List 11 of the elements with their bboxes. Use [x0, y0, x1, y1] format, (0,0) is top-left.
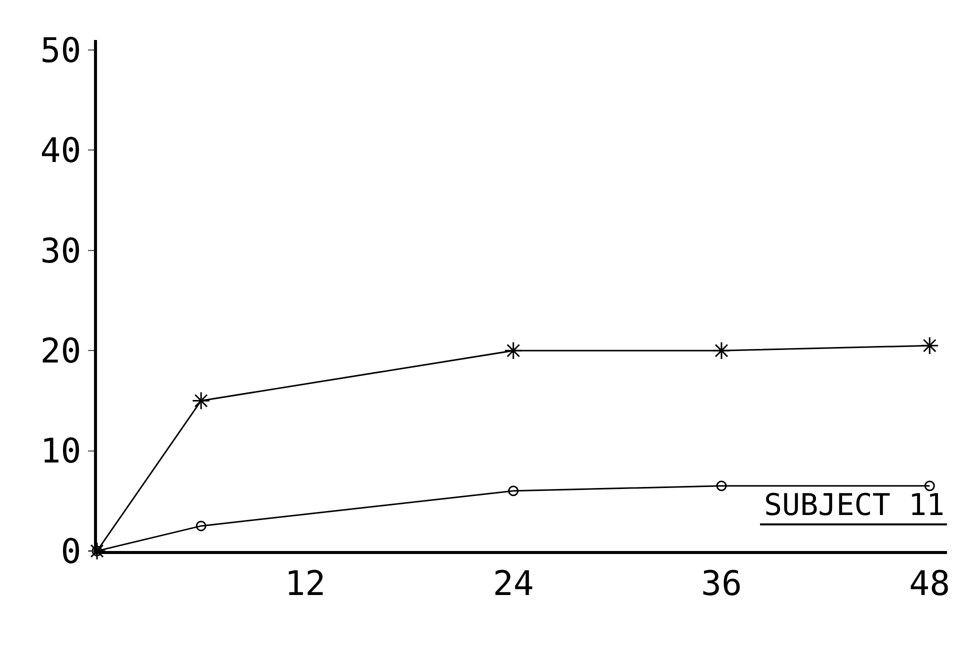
y-tick-label: 20	[40, 332, 82, 372]
annotation: SUBJECT 11	[764, 488, 945, 523]
y-tick-label: 10	[40, 432, 82, 472]
x-tick-label: 24	[492, 564, 534, 604]
x-tick-label: 12	[284, 564, 326, 604]
y-tick-label: 0	[60, 532, 82, 572]
y-tick-label: 50	[40, 30, 82, 71]
x-tick-label: 36	[701, 564, 742, 604]
y-tick-label: 30	[40, 231, 82, 272]
y-tick-label: 40	[40, 131, 82, 172]
x-tick-label: 48	[909, 564, 950, 604]
